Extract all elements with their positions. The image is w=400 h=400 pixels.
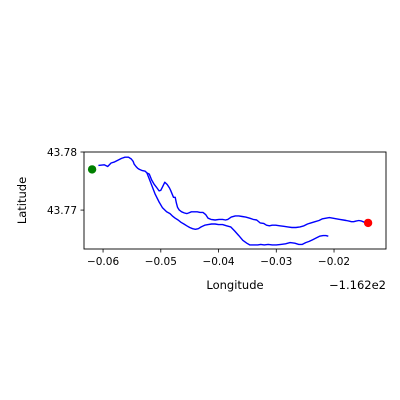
x-tick-label: −0.04 [202,256,234,268]
y-tick-label: 43.77 [47,205,77,217]
series-layer [98,156,365,246]
x-axis-offset-label: −1.162e2 [329,278,386,292]
route-line-2 [146,172,329,246]
x-tick-label: −0.05 [145,256,177,268]
y-tick-label: 43.78 [47,147,77,159]
x-tick-label: −0.03 [260,256,292,268]
y-axis-label: Latitude [15,177,29,224]
x-tick-label: −0.02 [318,256,350,268]
x-axis-label: Longitude [206,278,263,292]
start-point-marker [87,165,97,174]
y-axis-ticks: 43.77 43.78 [47,147,84,217]
end-point-marker [363,218,373,228]
marker-layer [87,165,373,228]
plot-area-frame [83,151,387,250]
route-line-1 [98,156,365,229]
x-tick-label: −0.06 [87,256,119,268]
x-axis-ticks: −0.06 −0.05 −0.04 −0.03 −0.02 [87,249,350,268]
